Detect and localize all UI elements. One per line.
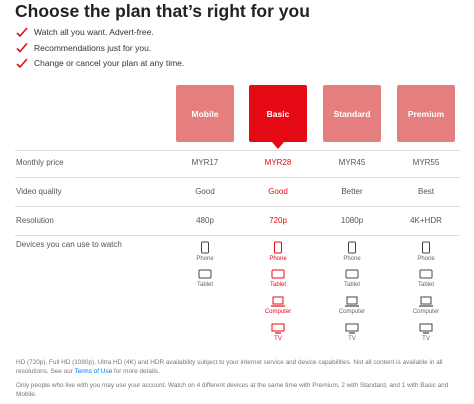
tv-icon (345, 323, 359, 332)
computer-icon (272, 296, 284, 305)
tablet-icon (345, 269, 359, 279)
tablet-icon (271, 269, 285, 279)
plan-value: Better (341, 187, 363, 196)
device-label: Tablet (417, 282, 434, 288)
device-label: Tablet (343, 282, 360, 288)
device-label: Phone (269, 256, 287, 262)
footnote: Only people who live with you may use yo… (16, 382, 449, 398)
computer-icon (420, 296, 432, 305)
device-label: Tablet (269, 282, 286, 288)
device-label: Phone (343, 256, 361, 262)
check-icon (16, 27, 28, 38)
device-label: Tablet (196, 282, 213, 288)
terms-link[interactable]: Terms of Use (74, 368, 113, 375)
check-icon (16, 42, 28, 53)
device-label: Computer (264, 309, 292, 315)
row-label: Resolution (16, 216, 54, 225)
phone-icon (348, 241, 356, 254)
footnote-text: HD (720p), Full HD (1080p), Ultra HD (4K… (16, 359, 443, 375)
plan-value: 1080p (340, 216, 364, 225)
tablet-icon (198, 269, 212, 279)
device-label: Computer (412, 309, 440, 315)
plan-button[interactable]: Basic (249, 85, 307, 142)
plan-value: Good (268, 187, 288, 196)
benefit-text: Change or cancel your plan at any time. (34, 58, 185, 68)
row-divider (15, 206, 460, 207)
phone-icon (201, 241, 209, 254)
tablet-icon (419, 269, 433, 279)
plan-value: 4K+HDR (410, 216, 442, 225)
benefit-text: Watch all you want. Advert-free. (34, 27, 154, 37)
page-title: Choose the plan that’s right for you (15, 1, 310, 21)
check-icon (16, 58, 28, 69)
device-label: Computer (338, 309, 366, 315)
row-label: Devices you can use to watch (16, 240, 122, 249)
device-label: TV (348, 336, 356, 342)
row-divider (15, 177, 460, 178)
plan-value: MYR55 (412, 158, 440, 167)
selected-pointer (272, 142, 284, 149)
tv-icon (271, 323, 285, 332)
row-divider (15, 150, 460, 151)
plan-button[interactable]: Mobile (176, 85, 234, 142)
device-label: TV (274, 336, 282, 342)
device-label: Phone (196, 256, 214, 262)
phone-icon (422, 241, 430, 254)
computer-icon (346, 296, 358, 305)
plan-button[interactable]: Premium (397, 85, 455, 142)
row-divider (15, 235, 460, 236)
plan-button[interactable]: Standard (323, 85, 381, 142)
device-label: Phone (417, 256, 435, 262)
tv-icon (419, 323, 433, 332)
plan-value: Good (195, 187, 215, 196)
plan-value: MYR45 (338, 158, 366, 167)
footnote-text: for more details. (112, 368, 160, 375)
plan-value: MYR28 (264, 158, 292, 167)
plan-value: 480p (196, 216, 214, 225)
plan-value: MYR17 (191, 158, 219, 167)
phone-icon (274, 241, 282, 254)
benefit-text: Recommendations just for you. (34, 42, 152, 53)
plan-value: Best (417, 187, 434, 196)
plan-value: 720p (269, 216, 287, 225)
device-label: TV (422, 336, 430, 342)
row-label: Video quality (16, 187, 62, 196)
row-label: Monthly price (16, 158, 64, 167)
footnote: HD (720p), Full HD (1080p), Ultra HD (4K… (16, 358, 456, 376)
